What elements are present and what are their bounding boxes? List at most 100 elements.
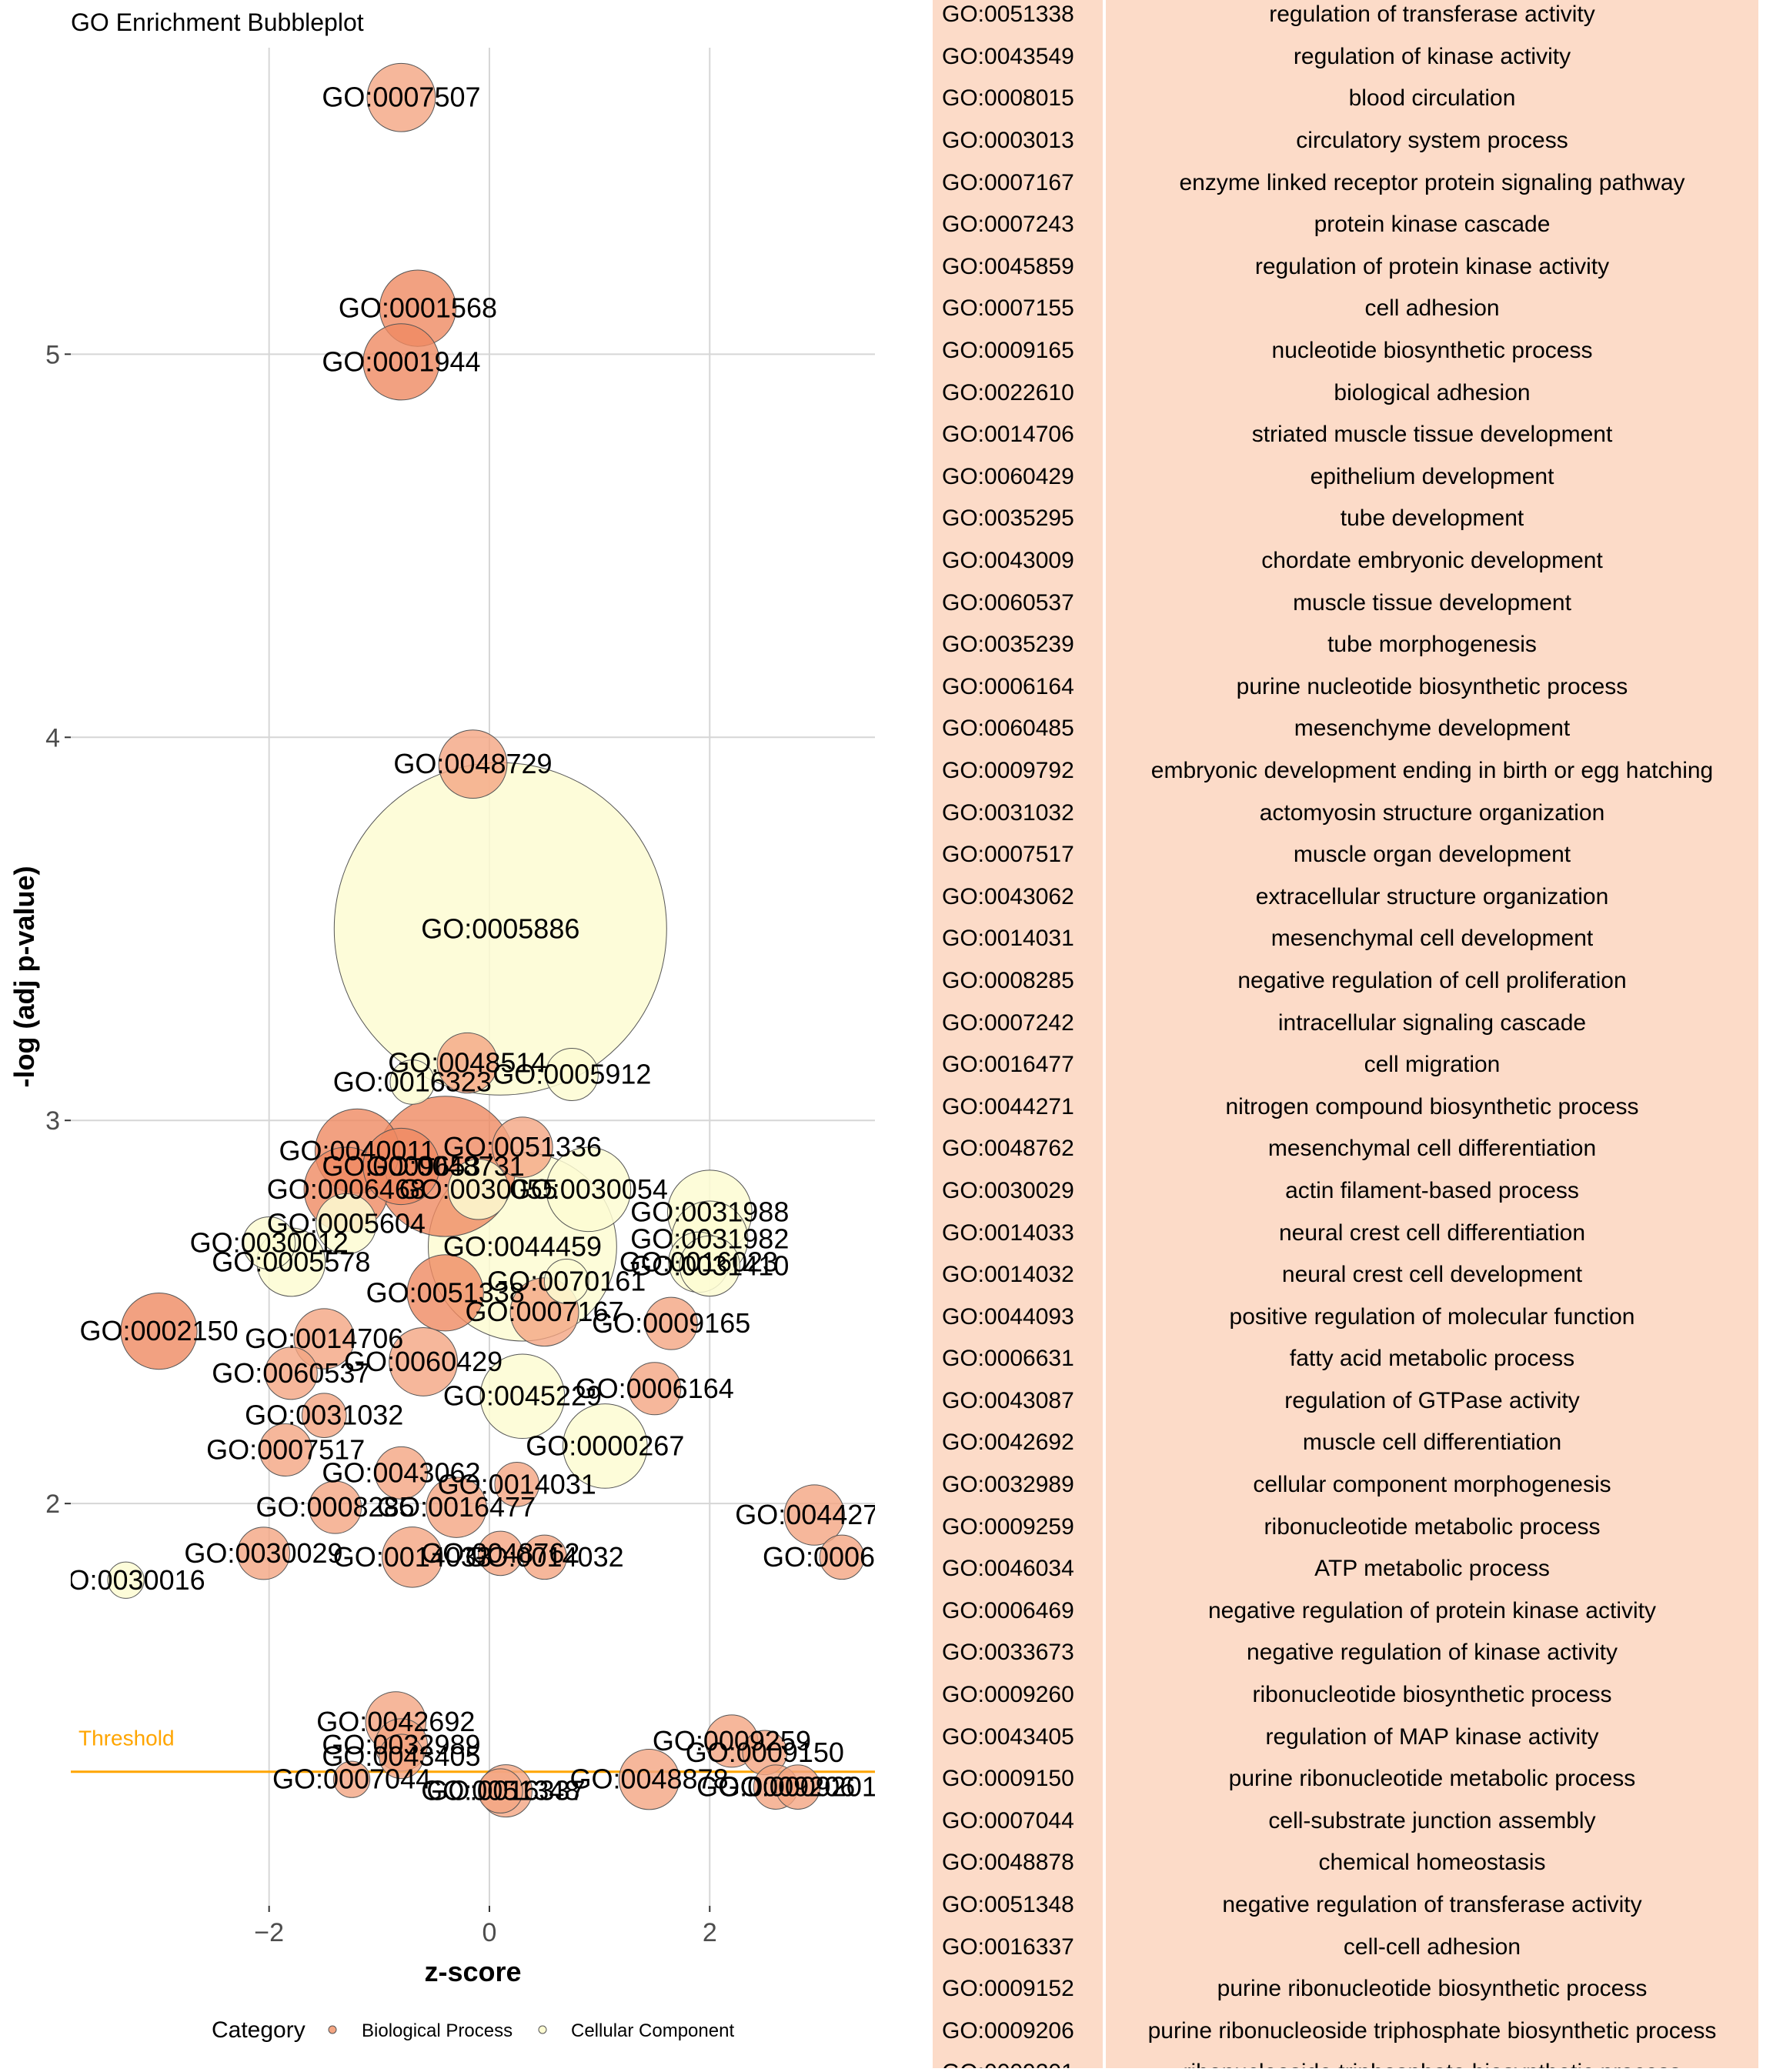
bubble-label: GO:0030055: [399, 1173, 558, 1205]
bubble-label: GO:0031982: [630, 1223, 789, 1255]
table-row: GO:0051348 negative regulation of transfe…: [933, 1883, 1758, 1927]
table-row: GO:0009206 purine ribonucleoside triphosp…: [933, 2010, 1758, 2053]
go-id-cell: GO:0030029: [933, 1169, 1103, 1213]
table-row: GO:0003013 circulatory system process: [933, 119, 1758, 162]
bubble-point: [382, 1526, 443, 1588]
table-row: GO:0009201ribonucleoside triphosphate bi…: [933, 2052, 1758, 2068]
go-description-cell: positive regulation of molecular functio…: [1106, 1296, 1758, 1338]
table-row: GO:0009792 embryonic development ending i…: [933, 749, 1758, 792]
table-row: GO:0043405 regulation of MAP kinase activ…: [933, 1716, 1758, 1758]
bubble-label: GO:0009206: [696, 1771, 855, 1803]
go-description-cell: purine ribonucleoside triphosphate biosy…: [1106, 2010, 1758, 2053]
go-description-cell: actin filament-based process: [1106, 1169, 1758, 1213]
go-description-cell: ribonucleotide biosynthetic process: [1106, 1673, 1758, 1717]
table-row: GO:0007242 intracellular signaling cascad…: [933, 1002, 1758, 1044]
bubble-label: GO:0048514: [388, 1047, 546, 1079]
table-row: GO:0048762 mesenchymal cell differentiati…: [933, 1128, 1758, 1170]
table-row: GO:0008015 blood circulation: [933, 78, 1758, 120]
go-description-cell: chemical homeostasis: [1106, 1842, 1758, 1884]
table-row: GO:0043062 extracellular structure organi…: [933, 876, 1758, 919]
bubble-point: [562, 1403, 648, 1489]
go-id-cell: GO:0051348: [933, 1883, 1103, 1927]
bubble-point: [259, 1423, 312, 1476]
bubble-label: GO:0009150: [686, 1737, 844, 1768]
go-id-cell: GO:0022610: [933, 372, 1103, 414]
go-id-cell: GO:0060537: [933, 582, 1103, 624]
bubble-label: GO:0009653: [322, 1150, 480, 1182]
go-term-table-body: GO:0051338 regulation of transferase acti…: [933, 0, 1758, 2068]
bubble-label: GO:0007044: [272, 1763, 431, 1795]
bubble-label: GO:0008285: [255, 1491, 414, 1523]
go-id-cell: GO:0033673: [933, 1632, 1103, 1674]
bubble-chart: Threshold GO:0007507 GO:0001568 GO:0001944…: [8, 8, 877, 2043]
go-description-cell: tube morphogenesis: [1106, 623, 1758, 666]
go-id-cell: GO:0043549: [933, 35, 1103, 78]
bubble-point: [309, 1480, 362, 1534]
bubble-point: [436, 1032, 499, 1094]
go-description-cell: negative regulation of cell proliferatio…: [1106, 959, 1758, 1003]
go-id-cell: GO:0046034: [933, 1547, 1103, 1590]
go-id-cell: GO:0014706: [933, 413, 1103, 456]
table-row: GO:0048878 chemical homeostasis: [933, 1842, 1758, 1884]
go-description-cell: nitrogen compound biosynthetic process: [1106, 1086, 1758, 1129]
bubble-point: [389, 1327, 458, 1396]
table-row: GO:0022610 biological adhesion: [933, 372, 1758, 414]
go-id-cell: GO:0043087: [933, 1380, 1103, 1423]
table-row: GO:0006164 purine nucleotide biosynthetic…: [933, 666, 1758, 709]
bubble-label: GO:0016477: [377, 1491, 536, 1523]
table-row: GO:0008285 negative regulation of cell pr…: [933, 959, 1758, 1003]
go-description-cell: neural crest cell development: [1106, 1253, 1758, 1296]
x-axis-title: z-score: [424, 1956, 521, 1987]
threshold-layer: Threshold: [71, 1727, 875, 1773]
go-description-cell: mesenchyme development: [1106, 708, 1758, 750]
go-description-cell: cell-substrate junction assembly: [1106, 1800, 1758, 1843]
bubble-point: [494, 1461, 540, 1507]
bubble-label: GO:0007517: [206, 1433, 365, 1465]
axis-layer: −2 0 2 2 3 4 5 z-score -log (adj p-value) GO Enri…: [8, 8, 734, 2043]
go-id-cell: GO:0007517: [933, 833, 1103, 876]
go-id-cell: GO:0043062: [933, 876, 1103, 919]
bubble-label: GO:0005604: [267, 1208, 426, 1240]
table-row: GO:0006469 negative regulation of protein…: [933, 1590, 1758, 1633]
table-row: GO:0042692 muscle cell differentiation: [933, 1422, 1758, 1464]
bubble-label: GO:0060429: [344, 1346, 503, 1377]
go-id-cell: GO:0009260: [933, 1673, 1103, 1717]
bubble-point: [543, 1259, 589, 1304]
bubble-label: GO:0044459: [443, 1231, 602, 1263]
table-row: GO:0030029 actin filament-based process: [933, 1169, 1758, 1213]
bubble-label: GO:0014033: [333, 1541, 492, 1573]
go-description-cell: intracellular signaling cascade: [1106, 1002, 1758, 1044]
bubble-point: [644, 1296, 698, 1350]
bubble-label: GO:0014031: [438, 1468, 596, 1500]
threshold-label: Threshold: [78, 1727, 175, 1750]
table-row: GO:0014031 mesenchymal cell development: [933, 918, 1758, 960]
go-description-cell: neural crest cell differentiation: [1106, 1212, 1758, 1254]
bubble-point: [618, 1748, 680, 1810]
bubble-label: GO:0014706: [245, 1323, 403, 1354]
bubble-point: [332, 1760, 371, 1798]
go-description-cell: circulatory system process: [1106, 119, 1758, 162]
go-id-cell: GO:0042692: [933, 1422, 1103, 1464]
go-description-cell: mesenchymal cell development: [1106, 918, 1758, 960]
table-row: GO:0014032 neural crest cell development: [933, 1253, 1758, 1296]
table-row: GO:0060537 muscle tissue development: [933, 582, 1758, 624]
bubble-point: [301, 1393, 347, 1438]
table-row: GO:0009152 purine ribonucleotide biosynth…: [933, 1967, 1758, 2010]
go-id-cell: GO:0032989: [933, 1463, 1103, 1506]
go-id-cell: GO:0016477: [933, 1043, 1103, 1086]
go-id-cell: GO:0035239: [933, 623, 1103, 666]
bubble-label: GO:0009201: [719, 1771, 877, 1803]
bubble-label: GO:0043062: [322, 1456, 480, 1488]
go-description-cell: purine ribonucleotide biosynthetic proce…: [1106, 1967, 1758, 2010]
table-row: GO:0035239 tube morphogenesis: [933, 623, 1758, 666]
go-id-cell: GO:0045859: [933, 245, 1103, 289]
go-description-cell: extracellular structure organization: [1106, 876, 1758, 919]
go-description-cell: negative regulation of transferase activ…: [1106, 1883, 1758, 1927]
bubble-point: [479, 1353, 566, 1440]
bubble-label: GO:0032989: [322, 1729, 480, 1760]
bubble-label: GO:0007507: [322, 82, 480, 113]
go-id-cell: GO:0009206: [933, 2010, 1103, 2053]
bubble-point: [362, 1127, 440, 1206]
go-id-cell: GO:0003013: [933, 119, 1103, 162]
bubble-label: GO:0009259: [653, 1725, 811, 1757]
